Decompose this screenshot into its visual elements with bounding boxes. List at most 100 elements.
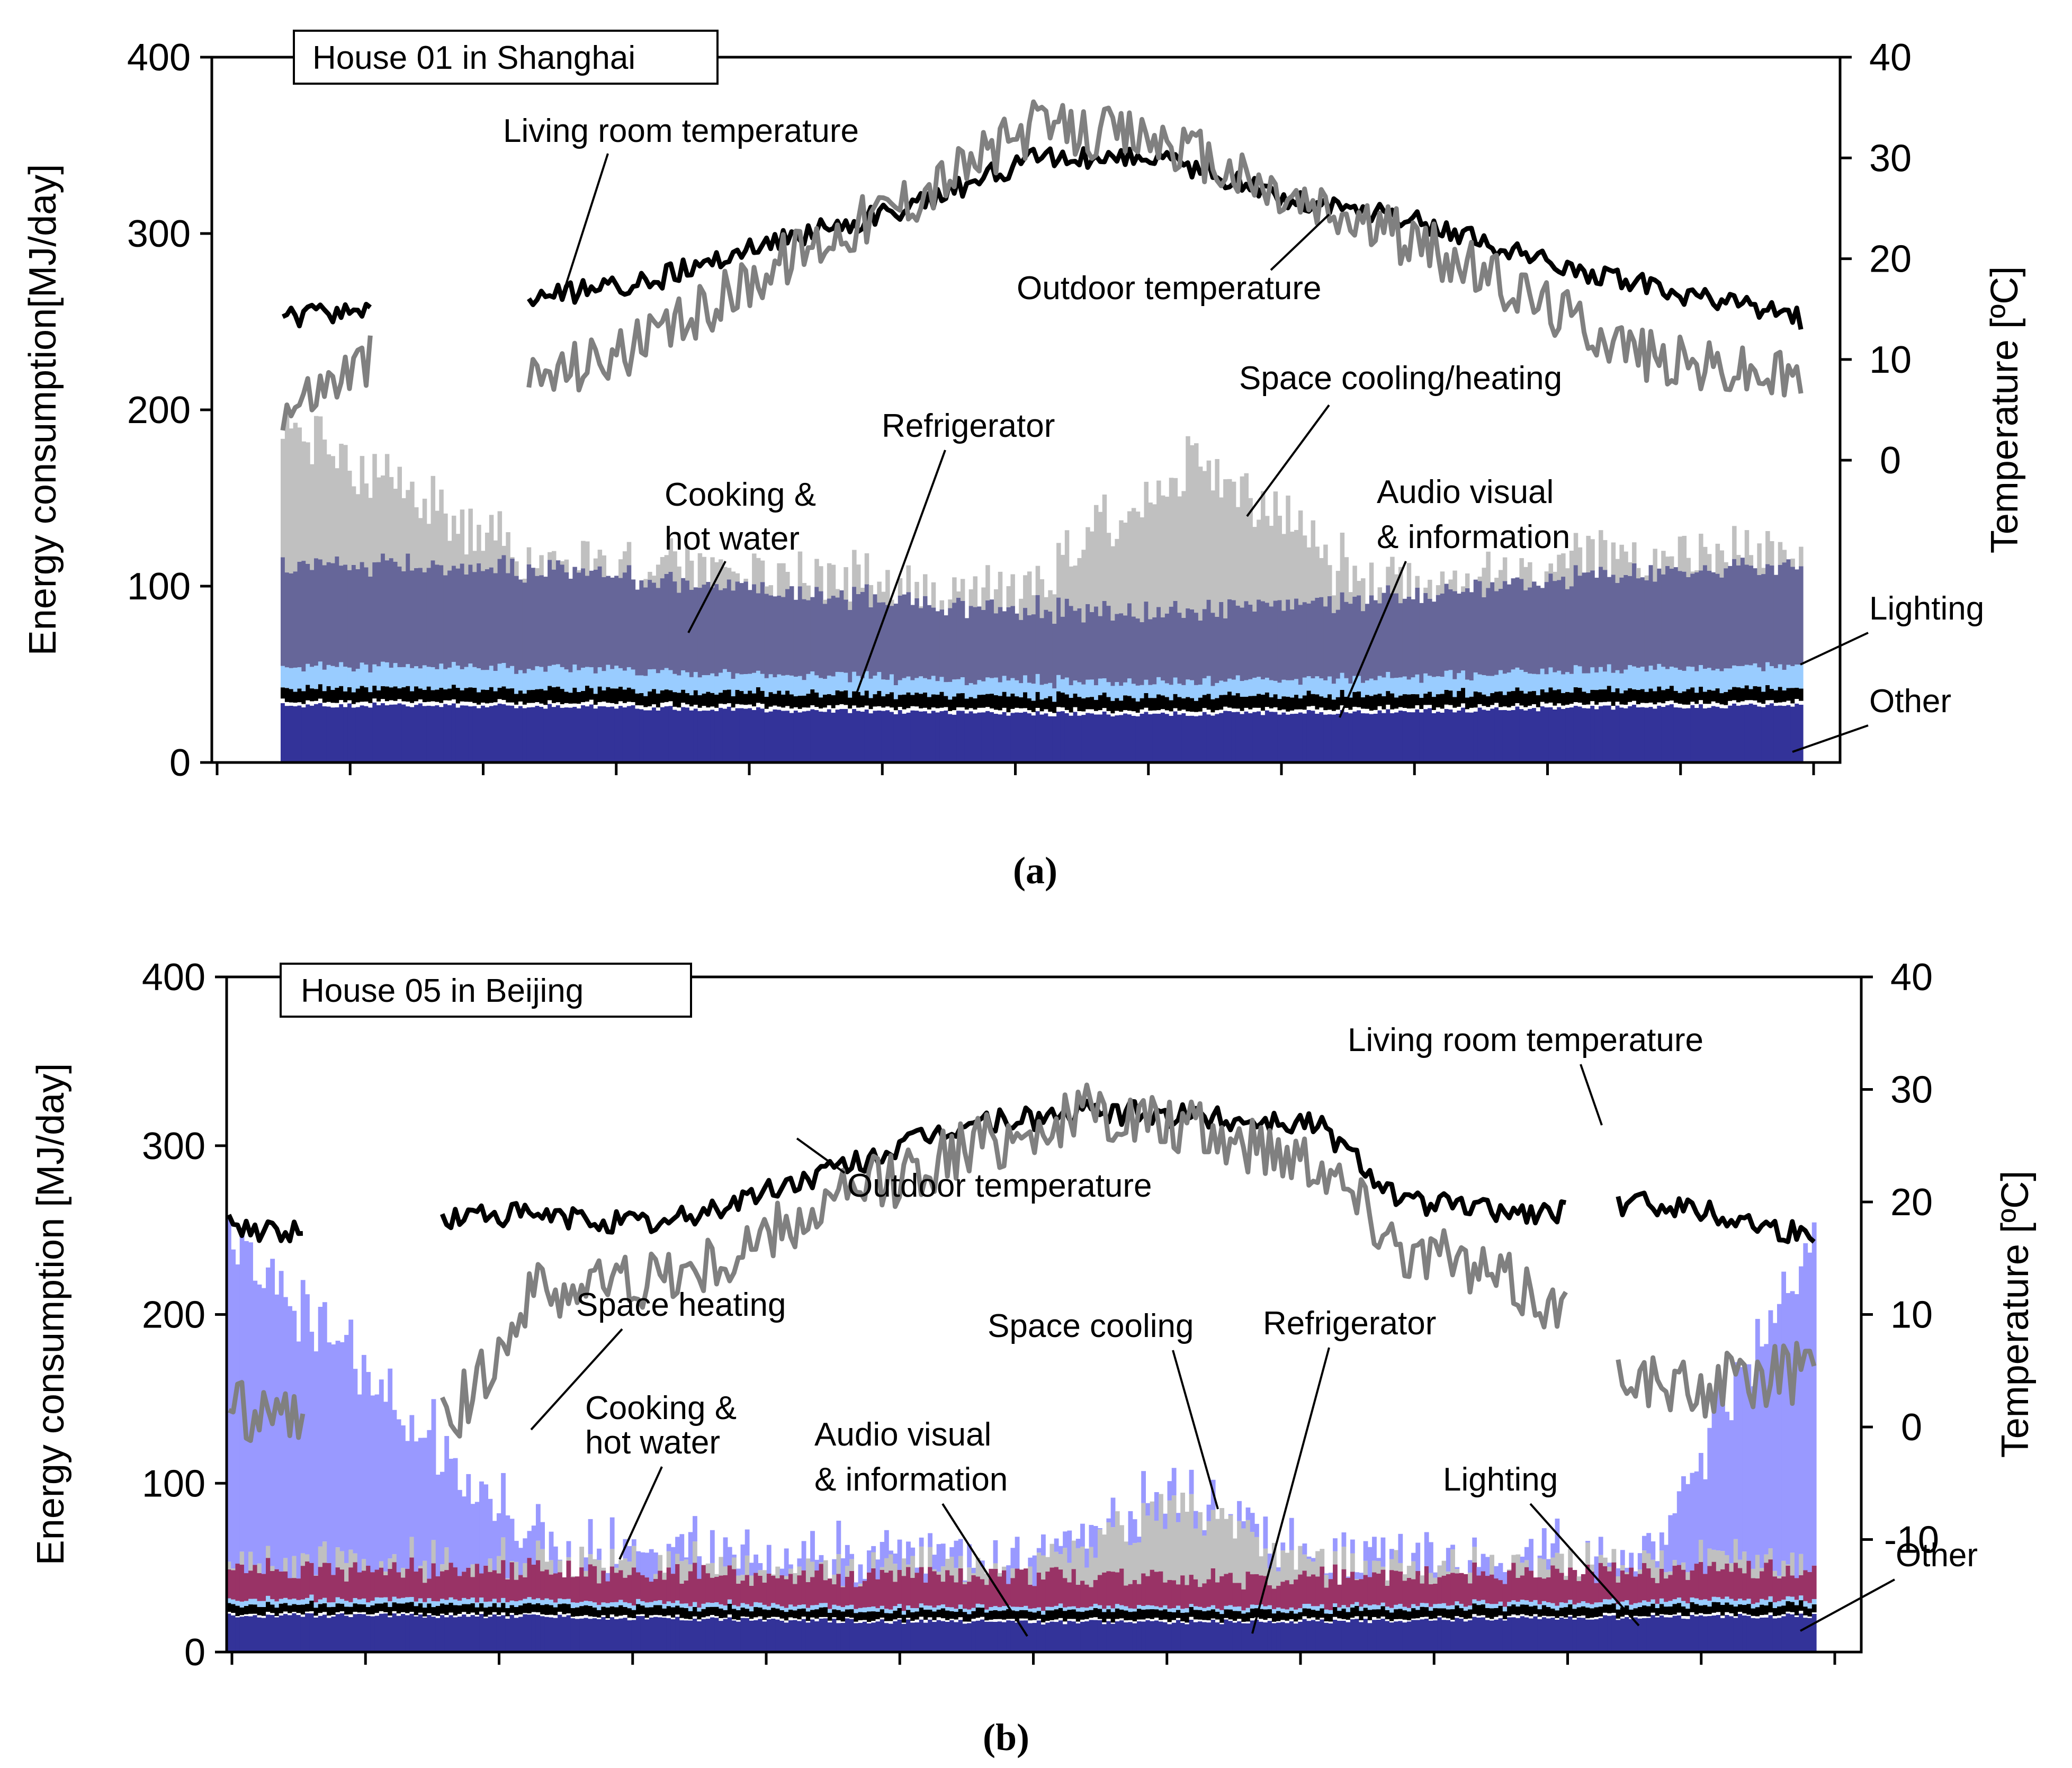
b-annot-cooking-2: hot water (585, 1424, 720, 1461)
bar-cooking-hot-water-day-326 (1646, 1568, 1652, 1602)
bar-lighting-day-214 (1159, 1620, 1163, 1622)
bar-space-heating-day-221 (1189, 1469, 1194, 1494)
bar-other-day-277 (1433, 1620, 1438, 1652)
bar-audio-visual-information-day-354 (1757, 686, 1762, 703)
bar-audio-visual-information-day-166 (949, 1611, 955, 1619)
bar-refrigerator-day-349 (1736, 666, 1741, 688)
bar-refrigerator-day-15 (343, 667, 348, 692)
bar-other-day-345 (1729, 1616, 1734, 1652)
bar-space-heating-day-299 (1529, 1539, 1533, 1571)
bar-space-cooling-heating-day-9 (318, 416, 323, 560)
bar-other-day-83 (626, 706, 632, 762)
bar-space-cooling-day-194 (1071, 1540, 1077, 1569)
bar-audio-visual-information-day-15 (343, 691, 348, 703)
bar-refrigerator-day-336 (1690, 1597, 1695, 1602)
bar-cooking-hot-water-day-162 (932, 1571, 937, 1608)
bar-cooking-hot-water-day-322 (1629, 1567, 1634, 1605)
bar-space-cooling-day-123 (762, 1570, 767, 1583)
bar-audio-visual-information-day-177 (997, 1611, 1002, 1619)
bar-cooking-hot-water-day-341 (1711, 1561, 1717, 1597)
bar-space-cooling-day-263 (1372, 1560, 1377, 1573)
bar-audio-visual-information-day-113 (752, 693, 757, 707)
bar-audio-visual-information-day-17 (300, 1604, 306, 1615)
bar-lighting-day-161 (952, 710, 957, 715)
bar-space-heating-day-289 (1485, 1557, 1490, 1576)
bar-other-day-197 (1084, 1621, 1090, 1652)
bar-other-day-192 (1081, 715, 1086, 762)
bar-other-day-185 (1052, 716, 1057, 762)
bar-other-day-138 (828, 1622, 832, 1652)
bar-audio-visual-information-day-152 (914, 693, 919, 707)
bar-cooking-hot-water-day-111 (743, 581, 748, 675)
bar-cooking-hot-water-day-321 (1619, 577, 1624, 674)
bar-refrigerator-day-269 (1402, 676, 1407, 695)
bar-audio-visual-information-day-95 (640, 1605, 645, 1614)
bar-refrigerator-day-99 (658, 1600, 663, 1605)
bar-space-cooling-heating-day-145 (885, 570, 890, 605)
bar-other-day-124 (766, 1619, 772, 1652)
bar-refrigerator-day-22 (322, 1598, 327, 1603)
bar-space-cooling-day-233 (1241, 1528, 1246, 1590)
bar-lighting-day-268 (1398, 707, 1403, 711)
bar-cooking-hot-water-day-170 (990, 599, 994, 678)
bar-space-cooling-heating-day-243 (1294, 529, 1299, 599)
bar-lighting-day-5 (248, 1613, 253, 1617)
bar-space-heating-day-232 (1237, 1501, 1242, 1521)
bar-lighting-day-347 (1737, 1612, 1743, 1614)
bar-audio-visual-information-day-174 (984, 1612, 989, 1621)
bar-refrigerator-day-230 (1240, 681, 1245, 697)
bar-lighting-day-29 (401, 701, 406, 705)
bar-other-day-326 (1640, 707, 1645, 762)
bar-audio-visual-information-day-9 (266, 1602, 271, 1612)
bar-refrigerator-day-86 (639, 675, 644, 693)
bar-cooking-hot-water-day-30 (357, 1572, 362, 1600)
bar-cooking-hot-water-day-282 (1455, 1573, 1460, 1602)
bar-lighting-day-160 (923, 1620, 928, 1623)
bar-cooking-hot-water-day-120 (749, 1585, 754, 1607)
bar-lighting-day-314 (1590, 701, 1595, 706)
bar-space-heating-day-63 (501, 1473, 506, 1538)
bar-audio-visual-information-day-43 (414, 1606, 419, 1616)
bar-lighting-day-39 (396, 1613, 401, 1616)
bar-audio-visual-information-day-315 (1594, 690, 1599, 705)
bar-other-day-353 (1753, 704, 1757, 762)
bar-refrigerator-day-94 (672, 674, 677, 693)
bar-lighting-day-180 (1031, 712, 1036, 716)
bar-cooking-hot-water-day-187 (1060, 616, 1065, 679)
bar-other-day-175 (989, 1621, 994, 1652)
bar-cooking-hot-water-day-98 (689, 589, 694, 677)
bar-audio-visual-information-day-92 (627, 1608, 632, 1618)
bar-audio-visual-information-day-290 (1490, 693, 1495, 705)
bar-lighting-day-293 (1502, 1619, 1508, 1621)
bar-audio-visual-information-day-49 (440, 1603, 445, 1614)
bar-audio-visual-information-day-121 (754, 1607, 758, 1618)
bar-cooking-hot-water-day-312 (1585, 1564, 1590, 1603)
bar-cooking-hot-water-day-20 (364, 567, 369, 665)
bar-cooking-hot-water-day-301 (1536, 586, 1541, 675)
bar-space-cooling-day-243 (1285, 1552, 1290, 1581)
bar-other-day-316 (1599, 706, 1603, 762)
bar-space-cooling-day-13 (283, 1558, 288, 1572)
bar-audio-visual-information-day-74 (549, 1605, 554, 1615)
bar-other-day-180 (1010, 1621, 1016, 1652)
bar-audio-visual-information-day-263 (1372, 1609, 1377, 1617)
bar-cooking-hot-water-day-167 (954, 1582, 959, 1609)
bar-lighting-day-128 (784, 1620, 789, 1623)
bar-other-day-87 (643, 710, 648, 762)
bar-audio-visual-information-day-203 (1127, 696, 1132, 711)
bar-refrigerator-day-194 (1090, 679, 1095, 697)
bar-lighting-day-197 (1102, 708, 1107, 712)
bar-refrigerator-day-232 (1248, 679, 1253, 696)
bar-refrigerator-day-27 (344, 1601, 349, 1607)
bar-lighting-day-135 (844, 705, 848, 709)
bar-cooking-hot-water-day-195 (1093, 606, 1099, 686)
bar-space-heating-day-41 (405, 1441, 410, 1569)
bar-refrigerator-day-290 (1490, 1604, 1494, 1609)
bar-other-day-26 (339, 1613, 345, 1652)
bar-space-heating-day-346 (1733, 1362, 1738, 1539)
bar-audio-visual-information-day-77 (602, 690, 606, 702)
bar-cooking-hot-water-day-337 (1686, 577, 1691, 667)
bar-space-cooling-day-111 (710, 1563, 715, 1578)
bar-space-cooling-heating-day-136 (848, 601, 853, 610)
bar-space-cooling-heating-day-4 (297, 427, 302, 562)
